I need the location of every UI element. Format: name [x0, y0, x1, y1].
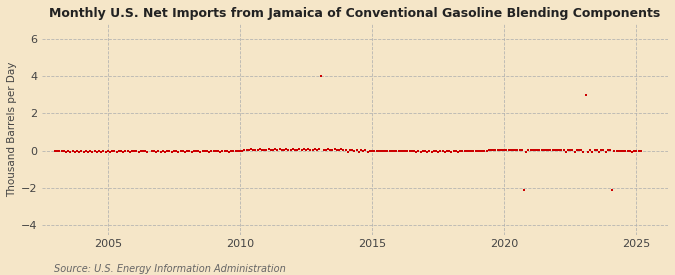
Title: Monthly U.S. Net Imports from Jamaica of Conventional Gasoline Blending Componen: Monthly U.S. Net Imports from Jamaica of… [49, 7, 661, 20]
Y-axis label: Thousand Barrels per Day: Thousand Barrels per Day [7, 62, 17, 197]
Text: Source: U.S. Energy Information Administration: Source: U.S. Energy Information Administ… [54, 264, 286, 274]
